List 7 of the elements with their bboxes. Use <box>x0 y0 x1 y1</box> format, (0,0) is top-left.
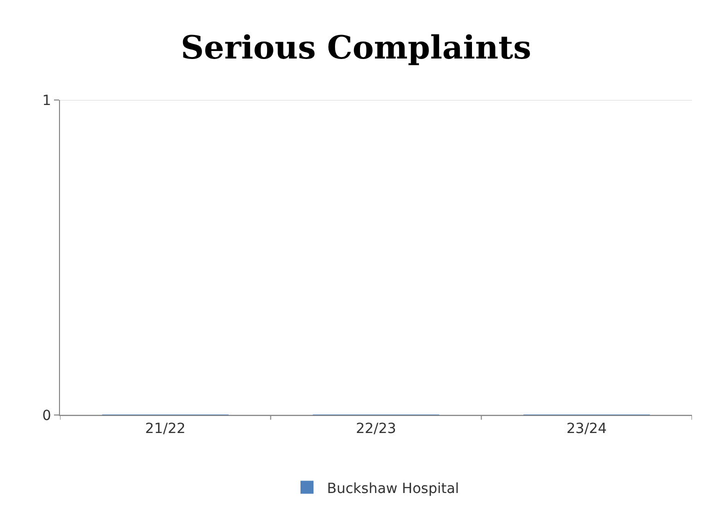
x-tick-label: 23/24 <box>566 420 607 437</box>
y-tick-label: 0 <box>42 408 52 424</box>
y-tick-label: 1 <box>42 92 52 109</box>
x-tick-label: 22/23 <box>356 420 396 437</box>
x-tick-label: 21/22 <box>145 420 186 437</box>
chart-title: Serious Complaints <box>180 28 532 67</box>
legend-label: Buckshaw Hospital <box>327 480 460 497</box>
